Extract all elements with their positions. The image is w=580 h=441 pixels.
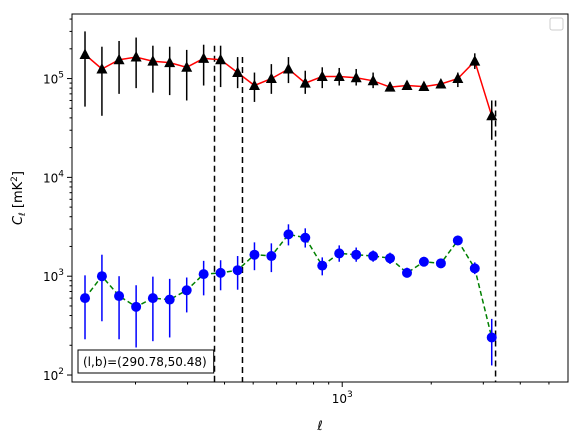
series-2-point <box>317 260 328 271</box>
annotation-box: (l,b)=(290.78,50.48) <box>77 349 215 374</box>
series-1-point <box>435 78 447 89</box>
y-axis-label: Cℓ [mK2] <box>10 171 28 225</box>
series-2-point <box>283 229 294 240</box>
series-1-point <box>79 48 91 60</box>
series-1-point <box>418 80 430 92</box>
series-2-point <box>114 291 125 302</box>
series-2-point <box>131 301 142 312</box>
series-2-point <box>266 251 277 262</box>
series-1-point <box>401 79 413 91</box>
series-2-point <box>452 235 463 246</box>
series-1-point <box>384 81 396 92</box>
series-2-point <box>164 294 175 305</box>
series-2-point <box>351 249 362 260</box>
series-1-point <box>282 62 294 74</box>
series-1-point <box>147 55 159 66</box>
series-1-point <box>164 56 176 68</box>
y-tick-label: 105 <box>43 71 64 87</box>
series-2-point <box>418 256 429 267</box>
annotation-text: (l,b)=(290.78,50.48) <box>83 355 207 369</box>
x-tick-label: 103 <box>332 390 353 406</box>
series-2-point <box>96 271 107 282</box>
series-1-point <box>96 62 108 74</box>
y-tick-label: 102 <box>43 367 64 383</box>
series-1-point <box>130 51 142 62</box>
y-tick-label: 104 <box>43 169 64 185</box>
series-1-point <box>333 70 345 81</box>
series-2-point <box>334 248 345 259</box>
series-2-point <box>232 265 243 276</box>
series-2-point <box>249 249 260 260</box>
series-2-point <box>486 332 497 343</box>
x-axis-label: ℓ <box>316 419 322 434</box>
series-2-point <box>368 251 379 262</box>
series-1-point <box>452 72 464 84</box>
series-1-point <box>198 52 210 63</box>
series-2-point <box>469 263 480 274</box>
series-1-point <box>265 72 277 84</box>
series-1-point <box>232 66 244 78</box>
series-1-point <box>299 77 311 88</box>
axes-frame <box>71 13 569 383</box>
legend-box <box>549 17 564 31</box>
series-1-point <box>181 61 193 72</box>
plot-area <box>79 31 498 382</box>
series-2-point <box>198 269 209 280</box>
series-2-point <box>402 267 413 278</box>
series-2-point <box>181 285 192 296</box>
series-2-point <box>80 293 91 304</box>
series-1-point <box>248 79 260 91</box>
series-2-point <box>147 293 158 304</box>
series-1-point <box>469 55 481 66</box>
series-2-point <box>435 258 446 269</box>
series-1-point <box>486 109 498 121</box>
series-1-point <box>113 53 125 65</box>
series-1-point <box>215 53 227 65</box>
series-2-line <box>84 233 493 338</box>
series-2-point <box>215 267 226 278</box>
y-tick-label: 103 <box>43 268 64 284</box>
series-2-point <box>385 253 396 264</box>
series-2-point <box>300 232 311 243</box>
series-1-point <box>316 70 328 81</box>
series-1-point <box>367 74 379 86</box>
series-1-point <box>350 71 362 83</box>
